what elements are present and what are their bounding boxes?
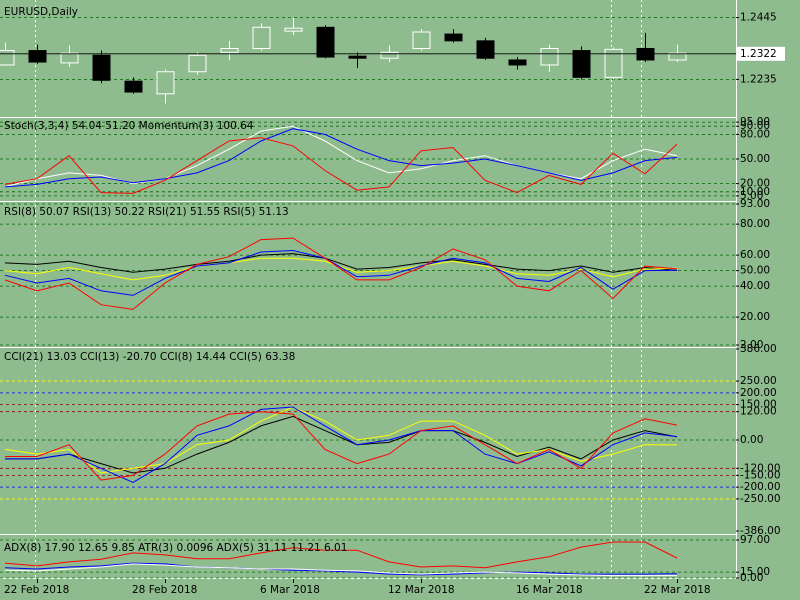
- indicator-line: [4, 563, 677, 577]
- indicator-line: [4, 137, 678, 194]
- indicator-line: [4, 253, 678, 273]
- candle-body: [668, 52, 687, 61]
- candle-body: [188, 54, 207, 73]
- indicator-line: [4, 406, 678, 474]
- x-tick-label: 22 Feb 2018: [4, 584, 69, 596]
- candle-body: [444, 33, 463, 42]
- y-tick-label: 60.00: [740, 249, 770, 261]
- y-tick-label: 1.2445: [740, 12, 777, 24]
- current-price-label: 1.2322: [740, 48, 777, 60]
- vertical-markers: [35, 0, 642, 578]
- indicator-line: [5, 411, 678, 481]
- y-tick-label: -120.00: [740, 462, 781, 474]
- y-tick-label: 20.00: [740, 178, 770, 190]
- candle-body: [92, 54, 111, 81]
- panel-title: Stoch(3,3,4) 54.04 51.20 Momentum(3) 100…: [4, 120, 254, 132]
- y-tick-label: 97.00: [740, 534, 770, 546]
- y-tick-label: 20.00: [740, 311, 770, 323]
- y-tick-label: 50.00: [740, 265, 770, 277]
- candle-body: [476, 40, 495, 59]
- y-tick-label: 250.00: [740, 375, 777, 387]
- panel-title: CCI(21) 13.03 CCI(13) -20.70 CCI(8) 14.4…: [4, 351, 295, 363]
- x-tick-label: 28 Feb 2018: [132, 584, 197, 596]
- indicator-line: [4, 562, 678, 576]
- candle-body: [540, 47, 559, 66]
- current-price-box: [737, 46, 785, 61]
- y-tick-label: -200.00: [740, 481, 781, 493]
- y-tick-label: 2.00: [740, 339, 763, 351]
- y-tick-label: 10.00: [740, 186, 770, 198]
- y-tick-label: 40.00: [740, 280, 770, 292]
- y-tick-label: 0.00: [740, 434, 763, 446]
- x-tick-label: 12 Mar 2018: [388, 584, 455, 596]
- candle-body: [28, 50, 47, 63]
- y-tick-label: -386.00: [740, 525, 781, 537]
- y-tick-label: 0.00: [740, 572, 763, 584]
- indicator-line: [4, 249, 678, 296]
- y-tick-label: 120.00: [740, 406, 777, 418]
- x-tick-label: 22 Mar 2018: [644, 584, 711, 596]
- y-tick-label: 150.00: [740, 399, 777, 411]
- y-tick-label: -250.00: [740, 493, 781, 505]
- candle-body: [124, 80, 143, 93]
- y-tick-label: 90.00: [740, 120, 770, 132]
- candle-body: [156, 71, 175, 95]
- indicator-line: [4, 257, 678, 281]
- y-tick-label: 95.00: [740, 116, 770, 128]
- candle-body: [508, 59, 527, 66]
- y-tick-label: 50.00: [740, 153, 770, 165]
- candle-body: [412, 31, 431, 49]
- candle-body: [572, 50, 591, 78]
- candle-body: [0, 50, 15, 66]
- y-tick-label: 15.00: [740, 566, 770, 578]
- y-tick-label: 80.00: [740, 218, 770, 230]
- candle-body: [604, 48, 623, 78]
- candle-body: [348, 55, 367, 59]
- panel-frames: [0, 0, 737, 579]
- indicator-line: [4, 237, 678, 310]
- indicator-line: [5, 415, 678, 474]
- x-tick-label: 6 Mar 2018: [260, 584, 320, 596]
- y-tick-label: 386.00: [740, 343, 777, 355]
- candle-body: [252, 26, 271, 49]
- panel-title: EURUSD,Daily: [4, 6, 78, 18]
- candle-body: [284, 27, 303, 32]
- panel-title: ADX(8) 17.90 12.65 9.85 ATR(3) 0.0096 AD…: [4, 542, 347, 554]
- candle-body: [380, 51, 399, 59]
- y-tick-label: 1.2235: [740, 73, 777, 85]
- y-tick-label: 93.00: [740, 198, 770, 210]
- candle-body: [316, 26, 335, 58]
- candle-body: [636, 47, 655, 61]
- x-tick-label: 16 Mar 2018: [516, 584, 583, 596]
- candle-body: [60, 52, 79, 64]
- y-tick-label: 200.00: [740, 387, 777, 399]
- y-tick-label: 5.00: [740, 190, 763, 202]
- indicator-line: [4, 541, 678, 569]
- y-tick-label: 80.00: [740, 128, 770, 140]
- y-tick-label: -150.00: [740, 469, 781, 481]
- indicator-line: [4, 128, 678, 188]
- panel-title: RSI(8) 50.07 RSI(13) 50.22 RSI(21) 51.55…: [4, 206, 289, 218]
- candle-body: [220, 47, 239, 53]
